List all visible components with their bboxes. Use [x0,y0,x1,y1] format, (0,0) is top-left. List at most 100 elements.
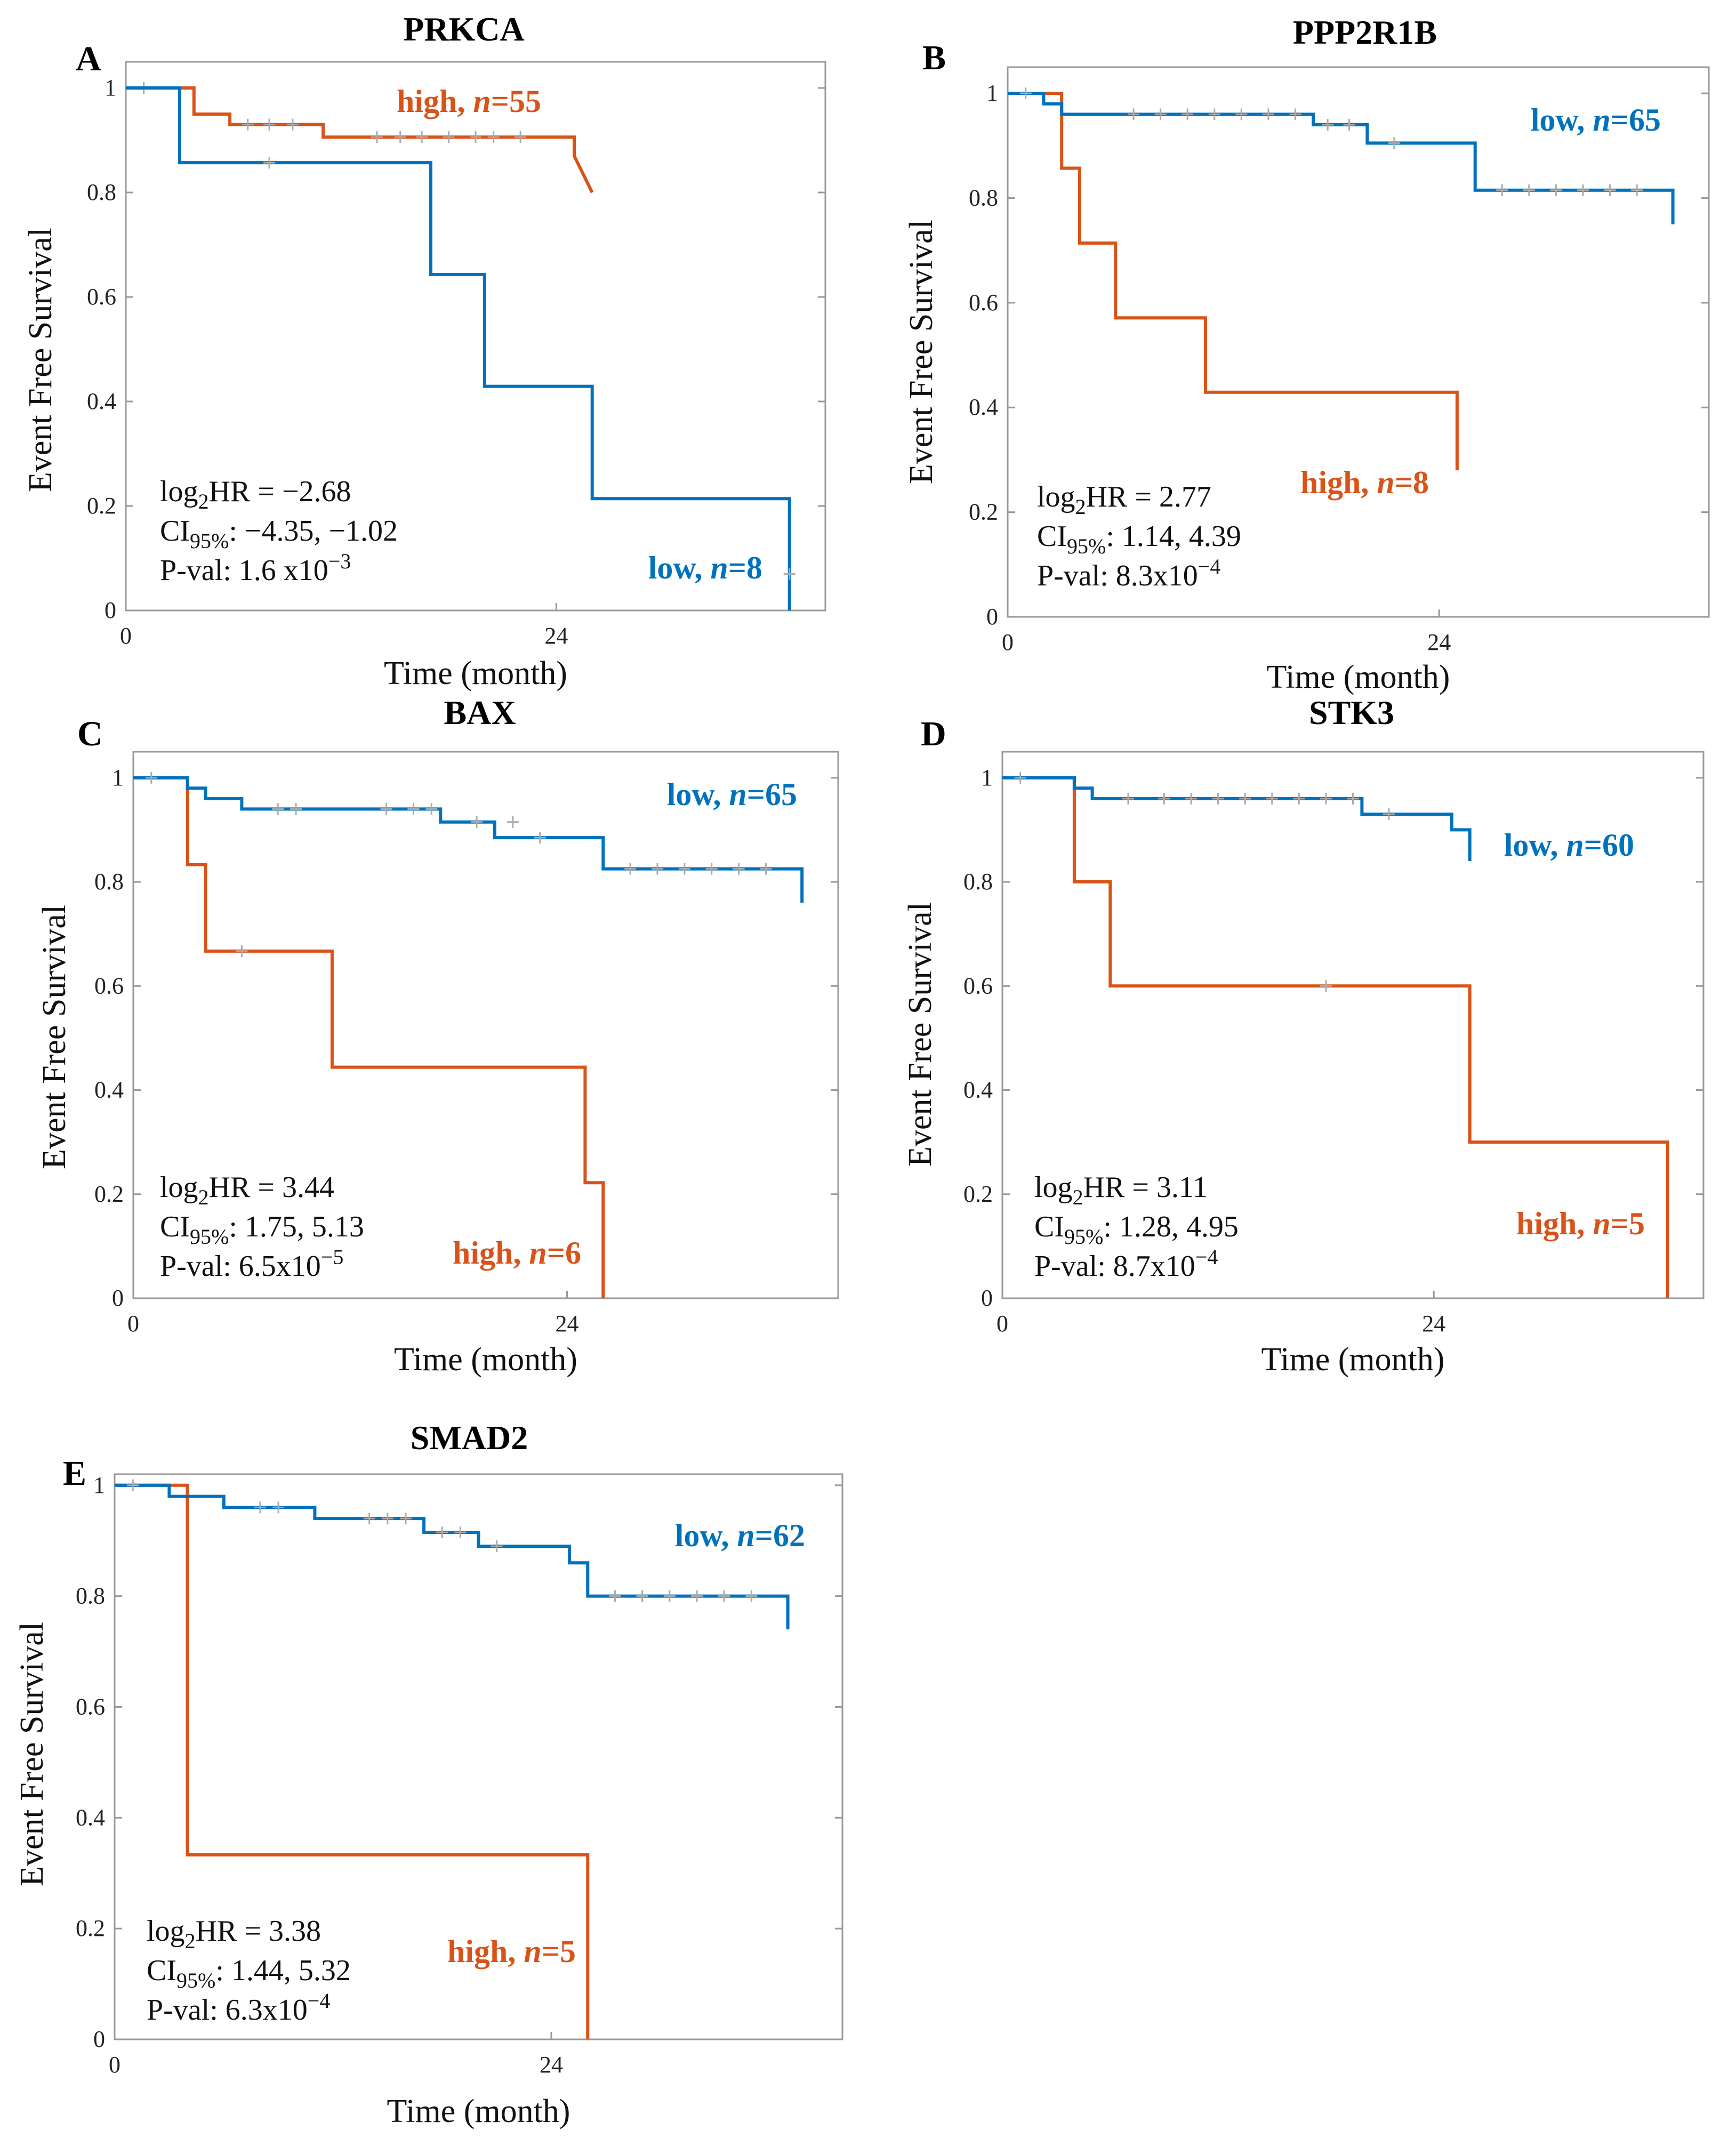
y-tick-label: 0 [112,1285,124,1311]
panel-letter: D [921,714,946,753]
legend-n-value: =55 [491,84,541,119]
legend-n-value: =65 [1611,102,1661,138]
legend-label-low: low, n=62 [675,1518,805,1553]
y-tick-label: 0.6 [963,972,993,999]
panel-letter: A [76,39,101,78]
legend-n-value: =8 [1395,465,1429,500]
axes-frame [1007,66,1710,618]
chart-title: PPP2R1B [1293,13,1437,51]
panel-letter: E [63,1454,86,1493]
axes-frame [132,751,839,1299]
series-line-high [126,86,594,194]
x-axis-label: Time (month) [394,1341,577,1378]
legend-group: low, [1531,102,1593,138]
legend-label-low: low, n=65 [667,777,797,812]
panel-c: BAX C 0 0.2 0.4 0.6 0.8 1 0 24 Time (month) Event F… [36,694,839,1378]
y-tick-label: 0.8 [94,869,124,895]
legend-n-symbol: n [529,1235,546,1271]
y-tick-label: 0 [986,604,998,630]
y-axis-label: Event Free Survival [903,220,939,484]
x-axis-label: Time (month) [1267,659,1450,695]
y-tick-label: 1 [986,80,998,106]
stat-ci: CI95%: −4.35, −1.02 [160,515,398,553]
x-tick-label: 24 [540,2052,563,2078]
legend-group: low, [675,1518,737,1553]
stat-log2hr: log2HR = −2.68 [160,475,351,513]
legend-group: high, [397,84,473,119]
panel-a: PRKCA A 0 0.2 0.4 0.6 0.8 1 0 24 Time (month) Event… [22,10,826,692]
x-tick-label: 24 [544,623,568,649]
y-tick-label: 0.8 [963,869,993,895]
y-tick-label: 0.8 [969,184,998,211]
legend-n-symbol: n [710,550,728,585]
legend-group: high, [1516,1206,1593,1241]
legend-n-value: =5 [542,1934,576,1969]
axes-frame [1001,751,1705,1299]
stat-pval: P-val: 1.6 x10−3 [160,549,351,587]
chart-title: STK3 [1309,694,1394,732]
panel-e: SMAD2 E 0 0.2 0.4 0.6 0.8 1 0 24 Time (month) Event… [14,1419,843,2129]
series-line-low [133,776,804,903]
legend-n-symbol: n [1593,1206,1610,1241]
y-tick-label: 0 [105,597,116,623]
legend-n-value: =62 [755,1518,805,1553]
x-tick-label: 0 [1002,629,1014,655]
panel-b: PPP2R1B B 0 0.2 0.4 0.6 0.8 1 0 24 Time (month) Eve… [903,13,1710,695]
panel-letter: C [77,714,103,753]
stat-log2hr: log2HR = 3.11 [1034,1171,1208,1209]
legend-n-symbol: n [1593,102,1610,138]
y-tick-label: 1 [105,75,116,101]
y-tick-label: 0.6 [969,290,998,316]
y-tick-label: 0.6 [76,1693,105,1719]
y-axis-label: Event Free Survival [36,905,73,1169]
y-tick-label: 0.2 [87,493,116,519]
x-tick-label: 0 [109,2052,120,2078]
stat-pval: P-val: 6.3x10−4 [147,1989,330,2027]
y-tick-label: 0.2 [76,1915,105,1941]
stat-log2hr: log2HR = 2.77 [1037,480,1211,519]
chart-title: PRKCA [403,10,525,48]
x-axis-label: Time (month) [384,655,567,692]
x-tick-label: 24 [1427,629,1451,655]
y-tick-label: 0.2 [963,1181,993,1207]
legend-n-value: =8 [728,550,762,585]
legend-group: low, [667,777,729,812]
legend-n-symbol: n [737,1518,754,1553]
stat-log2hr: log2HR = 3.38 [147,1915,321,1953]
stat-ci: CI95%: 1.14, 4.39 [1037,520,1241,558]
series-line-high [1002,776,1669,1298]
y-tick-label: 0 [93,2026,105,2052]
series-line-low [126,86,791,610]
legend-group: low, [1504,827,1566,863]
legend-group: low, [648,550,711,585]
legend-group: high, [447,1934,524,1969]
y-tick-label: 0.6 [87,284,116,310]
y-axis-label: Event Free Survival [14,1622,50,1886]
legend-n-symbol: n [473,84,491,119]
y-tick-label: 0.4 [969,394,998,420]
y-axis-label: Event Free Survival [902,902,938,1167]
legend-n-value: =5 [1611,1206,1645,1241]
x-axis-label: Time (month) [1261,1341,1445,1378]
stat-ci: CI95%: 1.44, 5.32 [147,1954,351,1992]
x-tick-label: 0 [996,1311,1008,1337]
y-tick-label: 0.8 [76,1583,105,1609]
panel-letter: B [922,38,946,77]
y-axis-label: Event Free Survival [22,228,59,492]
y-tick-label: 0.8 [87,179,116,205]
axes-frame [125,61,826,612]
legend-n-value: =60 [1584,827,1634,863]
series-line-low [1008,92,1675,224]
y-tick-label: 0.4 [94,1077,124,1103]
legend-label-low: low, n=60 [1504,827,1634,863]
y-tick-label: 0.4 [963,1077,993,1103]
y-tick-label: 0.2 [969,499,998,525]
y-tick-label: 1 [981,765,993,791]
chart-title: BAX [444,694,516,732]
legend-label-high: high, n=5 [1516,1206,1645,1241]
legend-label-high: high, n=8 [1300,465,1429,500]
series-line-low [1002,776,1472,861]
y-tick-label: 0.6 [94,972,124,999]
series-line-high [133,776,605,1298]
x-tick-label: 24 [556,1311,579,1337]
